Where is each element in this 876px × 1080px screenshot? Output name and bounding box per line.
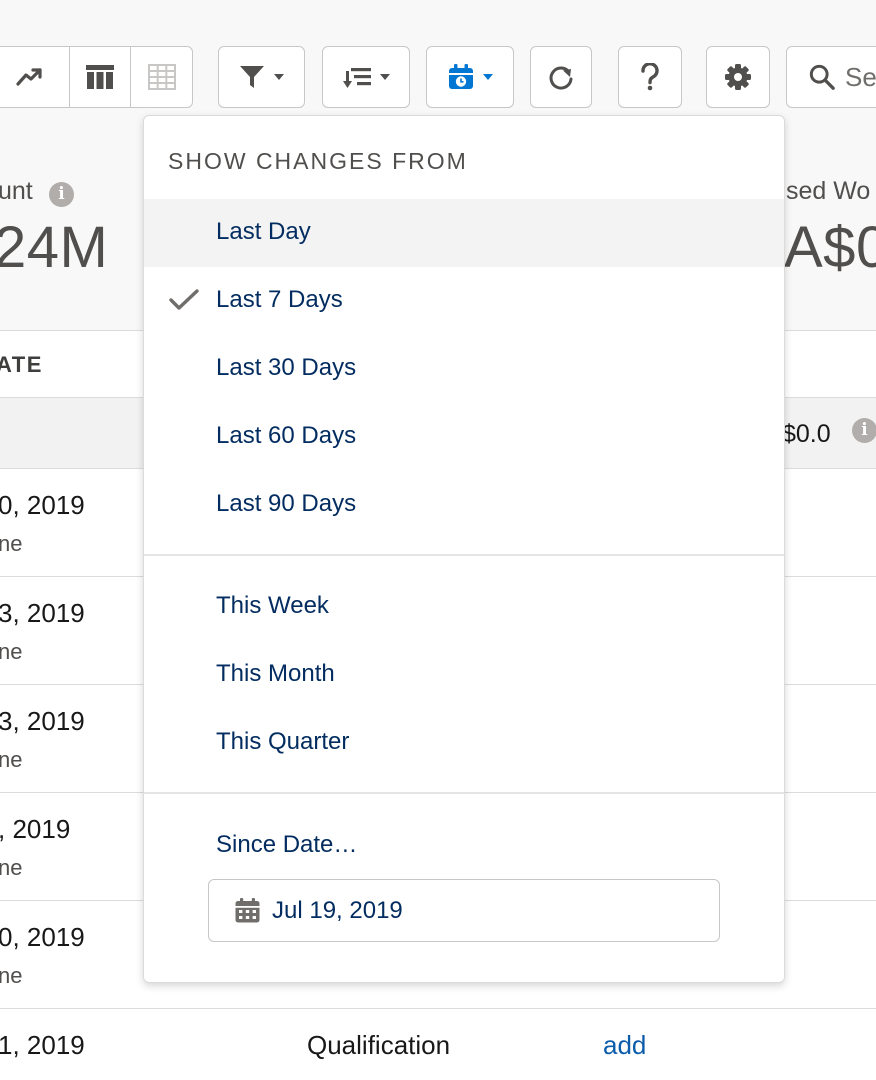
calendar-clock-icon <box>448 64 473 89</box>
row-date: 3, 2019 <box>0 706 85 736</box>
menu-item-last-day[interactable]: Last Day <box>144 199 784 267</box>
summary-value-amount: 24M <box>0 215 109 280</box>
menu-item-label: Last 7 Days <box>216 286 343 313</box>
menu-item-label: This Month <box>216 660 335 687</box>
menu-item-label: Last 30 Days <box>216 354 357 381</box>
check-icon <box>169 289 199 310</box>
menu-divider <box>144 554 784 556</box>
menu-item-last-30-days[interactable]: Last 30 Days <box>144 335 784 403</box>
search-icon <box>809 64 835 90</box>
search-field[interactable] <box>786 46 876 108</box>
since-date-input[interactable]: Jul 19, 2019 <box>208 879 720 942</box>
row-date: 0, 2019 <box>0 922 85 952</box>
sort-button[interactable] <box>322 46 410 108</box>
dropdown-heading: SHOW CHANGES FROM <box>168 148 468 174</box>
since-date-value: Jul 19, 2019 <box>272 896 403 924</box>
help-icon <box>641 63 659 91</box>
menu-item-this-quarter[interactable]: This Quarter <box>144 709 784 777</box>
show-changes-dropdown: SHOW CHANGES FROM Last Day Last 7 Days L… <box>143 115 785 983</box>
calendar-icon <box>235 898 260 923</box>
column-view-button[interactable] <box>69 46 131 108</box>
line-chart-icon <box>16 68 42 86</box>
chevron-down-icon <box>274 74 284 80</box>
row-owner: ne <box>0 855 23 880</box>
filter-button[interactable] <box>218 46 305 108</box>
menu-item-label: This Week <box>216 592 329 619</box>
row-owner: ne <box>0 963 23 988</box>
menu-divider <box>144 792 784 794</box>
table-columns-icon <box>86 65 114 89</box>
row-date: 3, 2019 <box>0 598 85 628</box>
row-owner: ne <box>0 747 23 772</box>
settings-button[interactable] <box>706 46 770 108</box>
row-divider <box>0 1008 876 1009</box>
row-date: 0, 2019 <box>0 490 85 520</box>
row-date: , 2019 <box>0 814 71 844</box>
filter-icon <box>240 66 264 88</box>
menu-item-label: Last Day <box>216 218 311 245</box>
summary-label-closed-won: sed Wo <box>786 177 871 205</box>
chevron-down-icon <box>379 74 390 80</box>
chart-view-button[interactable] <box>0 46 70 108</box>
grid-view-button[interactable] <box>130 46 193 108</box>
refresh-button[interactable] <box>530 46 592 108</box>
info-icon[interactable]: i <box>852 418 876 443</box>
summary-label-amount: unt <box>0 177 33 205</box>
menu-item-last-60-days[interactable]: Last 60 Days <box>144 403 784 471</box>
search-input[interactable] <box>845 61 876 93</box>
grid-icon <box>147 64 176 90</box>
column-header-date[interactable]: ATE <box>0 352 43 377</box>
row-owner: ne <box>0 531 23 556</box>
row-date: 1, 2019 <box>0 1030 85 1060</box>
sort-icon <box>342 68 371 88</box>
menu-item-this-week[interactable]: This Week <box>144 573 784 641</box>
refresh-icon <box>549 66 573 90</box>
total-value: $0.0 <box>782 420 831 448</box>
show-changes-button[interactable] <box>426 46 514 108</box>
menu-item-label: Last 90 Days <box>216 490 357 517</box>
info-icon[interactable]: i <box>49 182 74 207</box>
row-stage: Qualification <box>307 1030 451 1060</box>
chevron-down-icon <box>482 74 493 80</box>
summary-value-closed-won: A$0 <box>784 215 876 280</box>
add-link[interactable]: add <box>603 1030 647 1060</box>
row-owner: ne <box>0 639 23 664</box>
gear-icon <box>725 64 751 90</box>
menu-item-this-month[interactable]: This Month <box>144 641 784 709</box>
menu-item-last-90-days[interactable]: Last 90 Days <box>144 471 784 539</box>
since-date-option[interactable]: Since Date… <box>216 831 358 858</box>
help-button[interactable] <box>618 46 682 108</box>
menu-item-label: Last 60 Days <box>216 422 357 449</box>
menu-item-label: This Quarter <box>216 728 350 755</box>
menu-item-last-7-days[interactable]: Last 7 Days <box>144 267 784 335</box>
